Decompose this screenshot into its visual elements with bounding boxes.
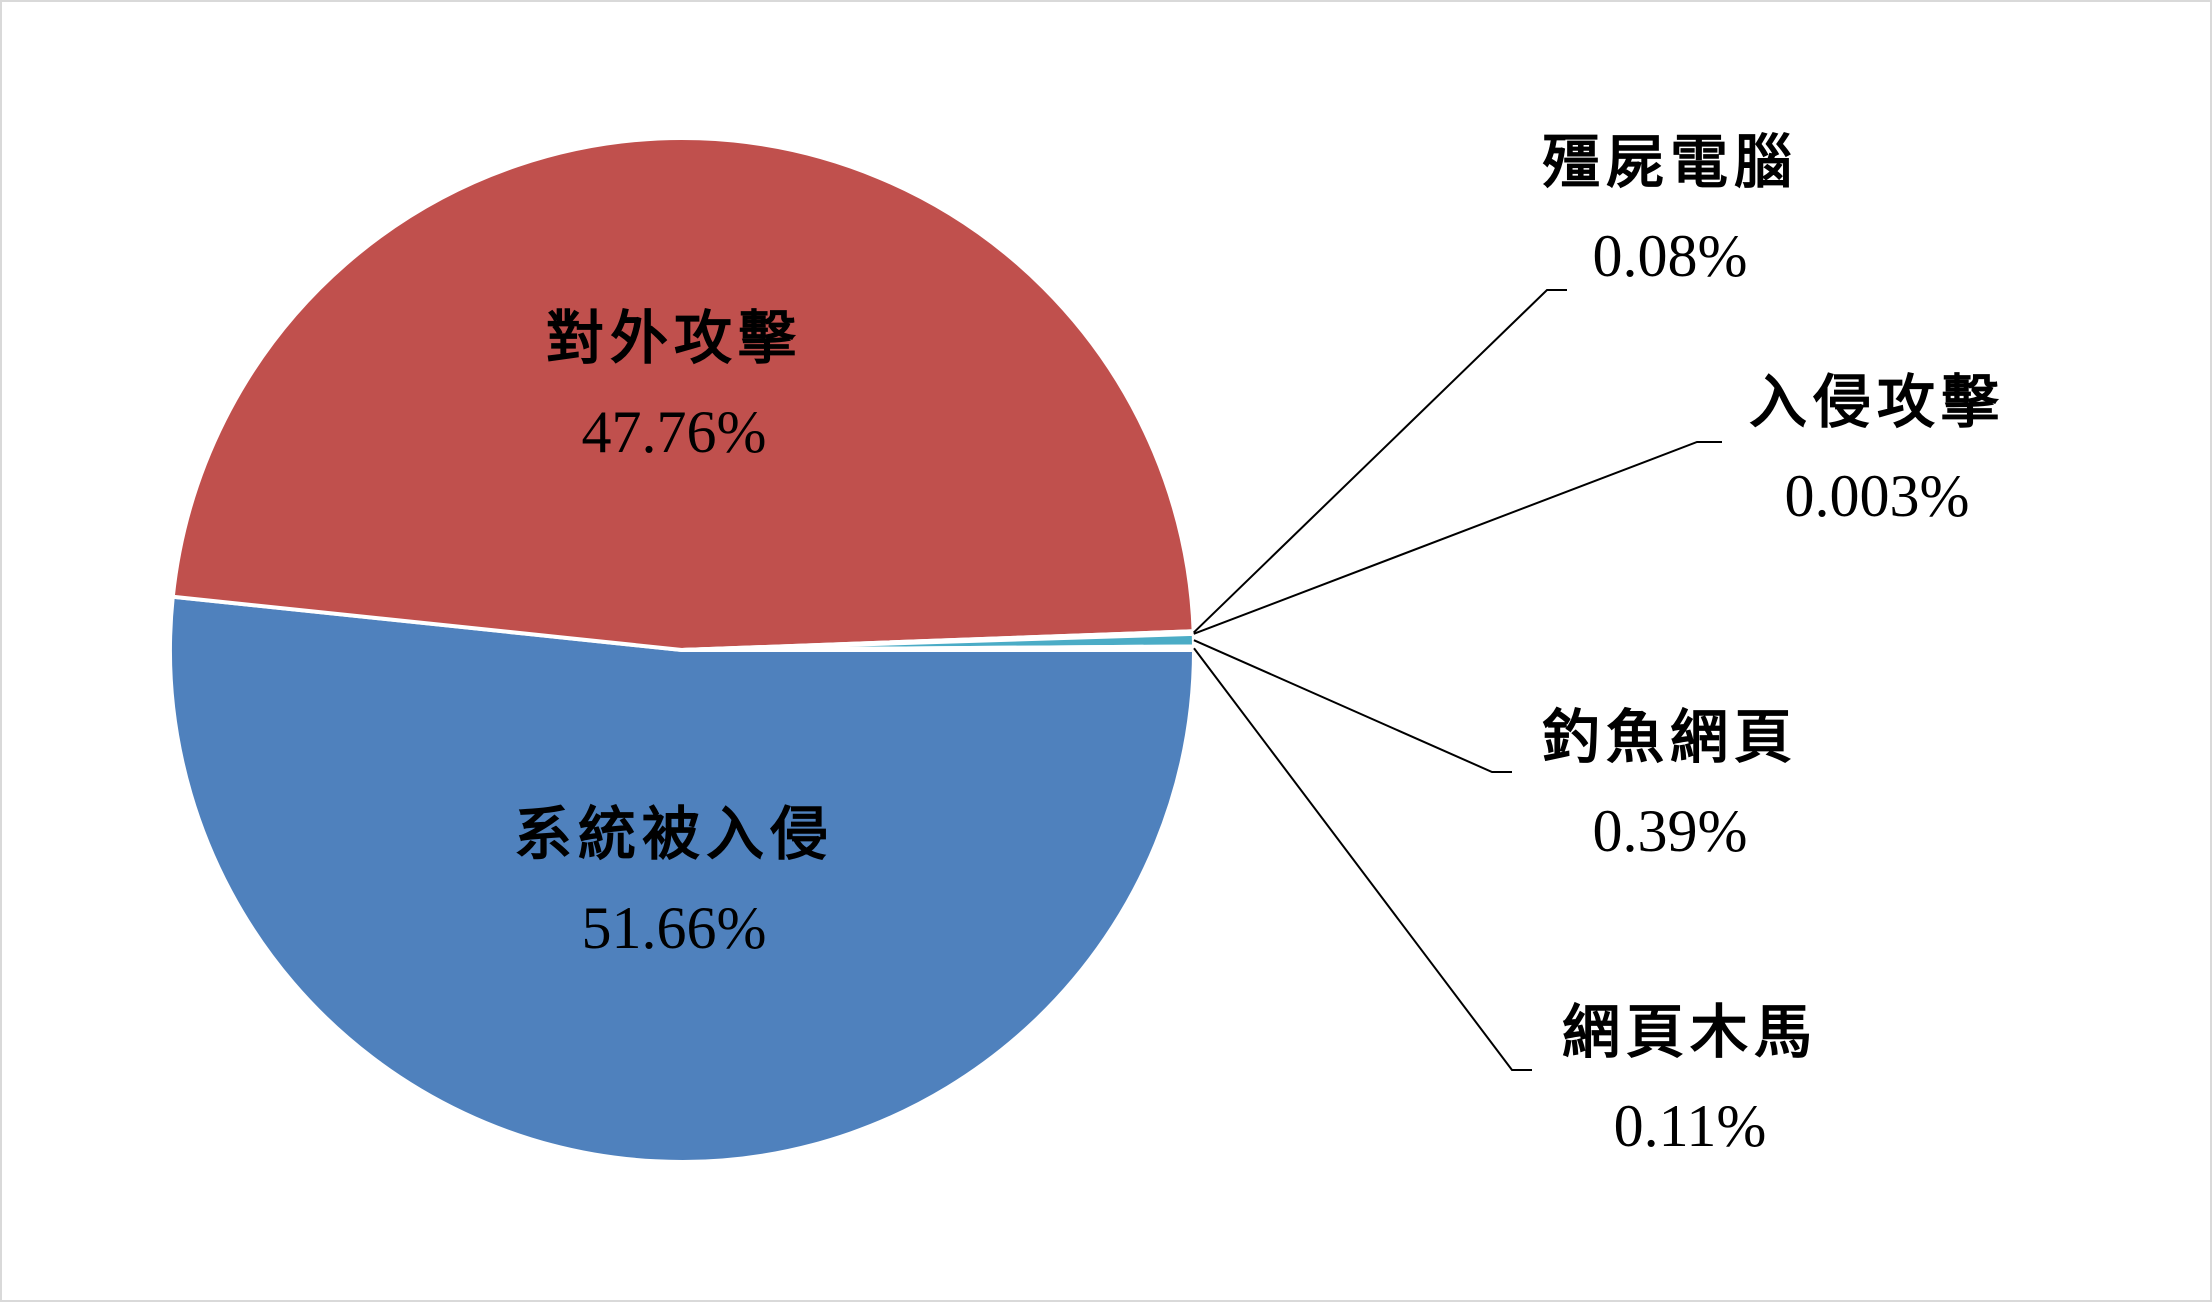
slice-label-name: 釣魚網頁 — [1542, 703, 1798, 771]
leader-line-殭屍電腦 — [1193, 289, 1567, 634]
slice-label-value: 0.003% — [1785, 463, 1970, 529]
slice-label-name: 殭屍電腦 — [1542, 128, 1798, 196]
slice-label-value: 0.11% — [1614, 1093, 1767, 1159]
pie-slice-對外攻擊 — [170, 135, 1196, 653]
leader-line-網頁木馬 — [1193, 647, 1532, 1071]
leader-line-釣魚網頁 — [1193, 639, 1512, 773]
slice-label-name: 入侵攻擊 — [1749, 368, 2005, 436]
slice-label-value: 0.08% — [1593, 223, 1748, 289]
pie-slice-系統被入侵 — [168, 594, 1197, 1164]
slice-label-name: 對外攻擊 — [546, 304, 802, 372]
leader-line-入侵攻擊 — [1193, 441, 1722, 635]
slice-label-name: 網頁木馬 — [1562, 998, 1818, 1066]
slice-label-value: 47.76% — [582, 399, 767, 465]
slice-label-name: 系統被入侵 — [514, 800, 834, 868]
slice-label-value: 0.39% — [1593, 798, 1748, 864]
slice-label-value: 51.66% — [582, 895, 767, 961]
